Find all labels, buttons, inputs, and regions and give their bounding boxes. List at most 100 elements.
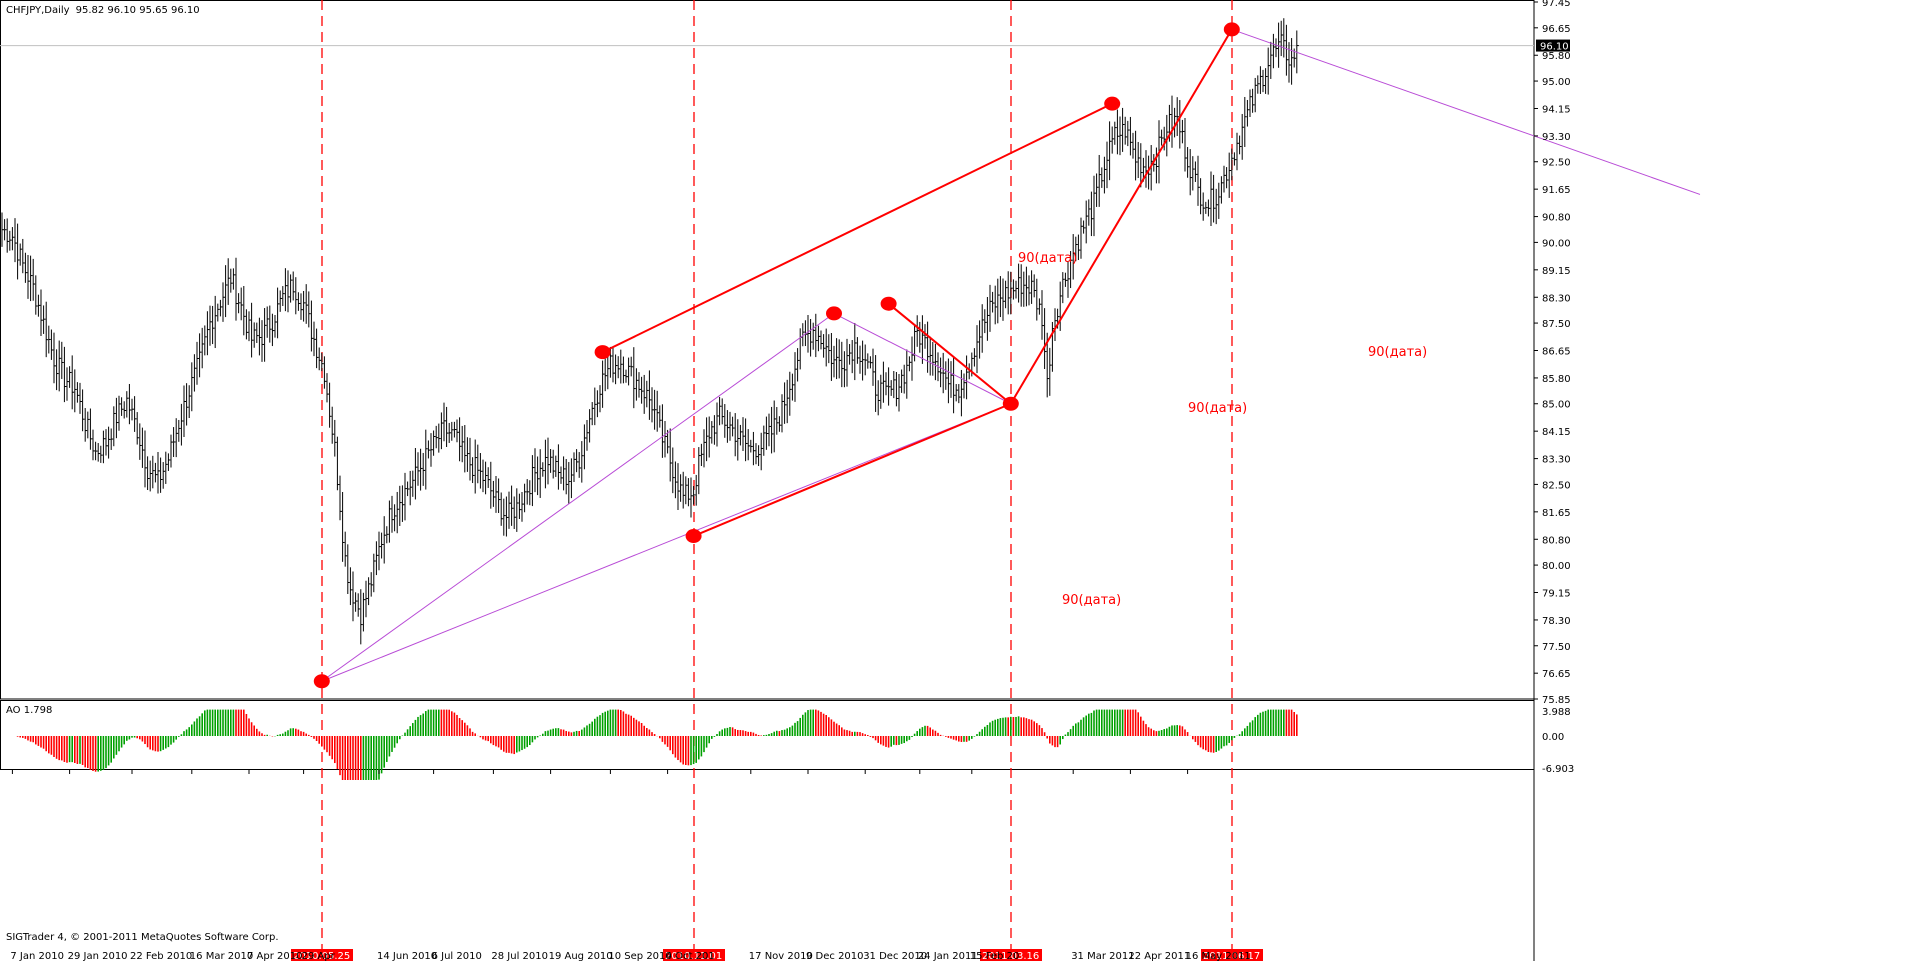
pivot-point-jun: [1223, 22, 1240, 37]
price-bar: [596, 390, 600, 418]
price-bar: [128, 383, 132, 425]
price-bar: [1257, 75, 1260, 94]
price-bar: [526, 479, 530, 505]
price-bar: [9, 230, 12, 251]
price-bar: [407, 481, 410, 497]
ohlc-label: 95.82 96.10 95.65 96.10: [76, 5, 200, 16]
price-bar: [786, 379, 790, 424]
price-bar: [37, 294, 41, 317]
price-bar: [14, 218, 17, 263]
price-bar: [459, 417, 462, 462]
price-bar: [859, 345, 862, 374]
price-bar: [167, 453, 171, 471]
price-bar: [1036, 278, 1039, 321]
price-bar: [115, 397, 119, 439]
price-bar: [6, 218, 10, 253]
price-bar: [1161, 129, 1164, 146]
price-bar: [1140, 143, 1143, 188]
price-bar: [53, 332, 56, 384]
price-bar: [56, 349, 59, 391]
price-bar: [500, 492, 504, 526]
price-bar: [698, 447, 701, 495]
price-bar: [542, 462, 545, 477]
price-bar: [594, 387, 597, 426]
price-bar: [1265, 68, 1268, 94]
price-bar: [440, 412, 444, 450]
price-bar: [477, 444, 480, 484]
price-bar: [1114, 121, 1117, 145]
price-bar: [586, 420, 589, 451]
y-tick-label-15: 85.00: [1542, 400, 1571, 411]
ao-tick-label-1: 0.00: [1542, 732, 1564, 743]
price-bar: [703, 429, 706, 468]
price-bar: [1109, 121, 1112, 181]
price-bar: [271, 313, 275, 347]
pivot-point-apr: [1104, 96, 1121, 111]
price-bar: [607, 355, 610, 390]
price-bar: [771, 406, 774, 454]
price-bar: [716, 402, 719, 447]
price-bar: [862, 340, 865, 381]
ao-tick-label-0: 3.988: [1542, 707, 1571, 718]
price-bar: [1283, 18, 1286, 58]
price-bar: [1166, 114, 1169, 157]
price-bar: [669, 428, 673, 482]
price-bar: [919, 321, 922, 353]
price-bar: [815, 313, 818, 358]
price-bar: [261, 320, 264, 362]
y-tick-label-8: 90.80: [1542, 213, 1571, 224]
price-bar: [765, 416, 769, 450]
price-bar: [219, 299, 223, 317]
price-bar: [258, 317, 262, 356]
price-bar: [901, 369, 904, 393]
x-tick-label-1: 29 Jan 2010: [68, 951, 128, 961]
price-bar: [420, 448, 423, 491]
price-bar: [331, 406, 335, 444]
price-bar: [113, 406, 116, 447]
price-bar: [121, 397, 124, 416]
price-bar: [942, 352, 946, 394]
price-bar: [635, 368, 639, 401]
price-bar: [495, 476, 498, 513]
price-bar: [578, 452, 582, 478]
x-tick-label-13: 9 Dec 2010: [806, 951, 864, 961]
x-tick-label-12: 17 Nov 2010: [749, 951, 813, 961]
price-bar: [4, 219, 7, 241]
price-bar: [443, 402, 446, 442]
price-bar: [685, 476, 688, 505]
price-bar: [245, 309, 249, 340]
price-bar: [633, 347, 636, 409]
price-bar: [487, 467, 491, 488]
price-bar: [360, 589, 363, 645]
price-bar: [531, 455, 535, 507]
price-bar: [711, 421, 714, 444]
y-tick-label-0: 97.45: [1542, 0, 1571, 9]
fan-line-low-to-dec: [321, 312, 835, 682]
price-bar: [235, 257, 238, 321]
price-bar: [1101, 167, 1104, 188]
price-bar: [464, 425, 467, 473]
price-bar: [1249, 89, 1252, 117]
price-bar: [1127, 120, 1130, 147]
price-bar: [214, 295, 218, 349]
price-bar: [521, 491, 524, 522]
price-bar: [745, 418, 748, 462]
price-bar: [1062, 272, 1065, 304]
price-bar: [984, 309, 987, 334]
price-bar: [183, 385, 186, 437]
price-bar: [950, 361, 953, 398]
price-bar: [750, 439, 753, 453]
x-tick-label-16: 15 Feb 20: [970, 951, 1020, 961]
price-bar: [1174, 107, 1177, 138]
price-bar: [893, 371, 896, 399]
price-bar: [690, 477, 693, 518]
price-bar: [817, 325, 821, 352]
price-bar: [992, 291, 995, 313]
date-marker-label-3: 2011.06.17 00:00: [1203, 951, 1292, 961]
date-marker-box-3: [1201, 949, 1263, 961]
price-bar: [1054, 308, 1057, 342]
price-bar: [136, 412, 140, 445]
red-line-mar-to-jun: [1009, 28, 1233, 405]
